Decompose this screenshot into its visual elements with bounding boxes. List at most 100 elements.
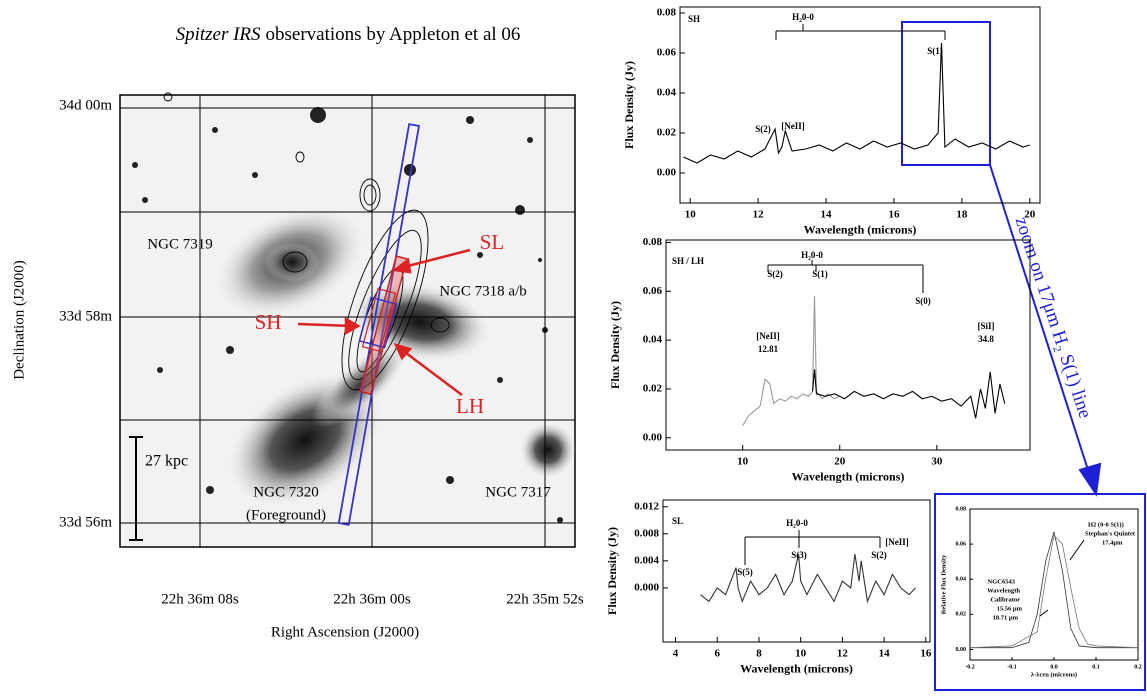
x-axis-label: Wavelength (microns) xyxy=(740,661,853,675)
annotation: Calibrator xyxy=(990,596,1020,603)
y-tick-label: 33d 58m xyxy=(59,308,112,324)
annotation: Wavelength xyxy=(987,587,1020,594)
title-rest: observations by Appleton et al 06 xyxy=(266,24,521,45)
y-tick-label: 0.08 xyxy=(956,506,967,512)
x-tick-label: 14 xyxy=(821,209,833,221)
y-tick-label: 0.06 xyxy=(643,285,663,297)
y-tick-label: 0.02 xyxy=(657,127,677,139)
plot-frame xyxy=(679,6,1041,204)
y-tick-label: 0.02 xyxy=(643,382,663,394)
x-tick-label: 6 xyxy=(714,648,720,660)
x-tick-label: 0.0 xyxy=(1050,664,1058,670)
bracket xyxy=(1069,539,1085,561)
slit-label: SL xyxy=(480,230,505,254)
x-tick-label: 10 xyxy=(685,209,697,221)
slit-label: SH xyxy=(255,310,282,334)
y-tick-label: 0.08 xyxy=(643,236,663,248)
annotation: [NeII] xyxy=(756,331,780,341)
scale-label: 27 kpc xyxy=(145,453,188,470)
annotation: S(2) xyxy=(767,269,783,279)
galaxy-label: NGC 7320 xyxy=(253,484,318,500)
annotation: SL xyxy=(672,516,683,526)
x-axis-label: Wavelength (microns) xyxy=(792,469,905,483)
annotation: SH xyxy=(688,14,700,24)
y-tick-label: 33d 56m xyxy=(59,514,112,530)
annotation: Stephan's Quintet xyxy=(1085,530,1136,537)
x-tick-label: 16 xyxy=(888,209,900,221)
y-axis-label: Flux Density (Jy) xyxy=(605,527,619,615)
annotation: 15.56 μm xyxy=(997,605,1023,612)
spectrum-line xyxy=(683,42,1030,164)
annotation: S(0) xyxy=(915,296,931,306)
x-tick-label: 0.1 xyxy=(1092,664,1100,670)
annotation: [NeII] xyxy=(781,121,805,131)
annotation: S(1) xyxy=(812,269,828,279)
x-tick-label: 10 xyxy=(795,648,807,660)
y-axis-label: Flux Density (Jy) xyxy=(622,61,636,149)
annotation: 34.8 xyxy=(978,334,994,344)
galaxy-label: NGC 7318 a/b xyxy=(439,283,527,299)
y-axis-label: Flux Density (Jy) xyxy=(608,301,622,389)
annotation: S(2) xyxy=(755,124,771,134)
x-tick-label: 14 xyxy=(879,648,891,660)
y-tick-label: 0.04 xyxy=(956,577,967,583)
galaxy-label: NGC 7319 xyxy=(147,236,212,252)
y-tick-label: 0.04 xyxy=(643,334,663,346)
annotation: NGC6543 xyxy=(988,578,1016,585)
y-axis-label: Relative Flux Density xyxy=(940,554,947,614)
spectrum-line xyxy=(742,296,840,426)
x-tick-label: 16 xyxy=(920,648,932,660)
galaxy-label: NGC 7317 xyxy=(485,484,551,500)
x-tick-label: 30 xyxy=(931,456,943,468)
plot-frame xyxy=(665,239,1031,451)
zoom-indicator xyxy=(901,21,1146,691)
annotation: [NeII] xyxy=(885,537,909,547)
annotation: S(3) xyxy=(791,550,807,560)
annotation: S(5) xyxy=(737,567,753,577)
spectrum-line xyxy=(970,531,1138,649)
y-tick-label: 0.00 xyxy=(956,647,967,653)
annotation: H2 (0-0 S(1)) xyxy=(1088,521,1124,528)
spectrum-line xyxy=(812,369,1006,419)
y-tick-label: 0.04 xyxy=(657,87,677,99)
y-tick-label: 34d 00m xyxy=(59,97,112,113)
y-tick-label: 0.008 xyxy=(634,527,659,539)
x-tick-label: 20 xyxy=(1024,209,1036,221)
y-tick-label: 0.02 xyxy=(956,612,967,618)
x-tick-label: 22h 36m 08s xyxy=(161,591,239,607)
spectrum-line xyxy=(700,553,916,604)
annotation: S(1) xyxy=(927,46,943,56)
x-tick-label: 22h 35m 52s xyxy=(506,591,584,607)
x-axis-label: λ-λcen (microns) xyxy=(1031,671,1077,678)
x-tick-label: -0.2 xyxy=(965,664,975,670)
x-tick-label: -0.1 xyxy=(1007,664,1017,670)
x-tick-label: 4 xyxy=(673,648,679,660)
annotation: H₂0-0 xyxy=(792,12,814,22)
x-axis-label: Right Ascension (J2000) xyxy=(271,624,419,640)
y-tick-label: 0.08 xyxy=(657,7,677,19)
plot-frame xyxy=(662,499,931,643)
annotation: S(2) xyxy=(871,550,887,560)
x-tick-label: 12 xyxy=(753,209,765,221)
y-tick-label: 0.06 xyxy=(956,541,967,547)
x-tick-label: 18 xyxy=(956,209,968,221)
y-tick-label: 0.00 xyxy=(643,431,663,443)
x-tick-label: 8 xyxy=(756,648,762,660)
y-tick-label: 0.00 xyxy=(657,167,677,179)
y-axis-label: Declination (J2000) xyxy=(11,260,27,380)
sky-image xyxy=(119,92,576,548)
annotation: SH / LH xyxy=(672,256,704,266)
annotation: H₂0-0 xyxy=(786,518,808,528)
spectrum-line xyxy=(969,534,1139,649)
annotation: [SiI] xyxy=(977,321,994,331)
y-tick-label: 0.004 xyxy=(634,554,659,566)
zoom-label: zoom on 17μm H₂ S(1) line xyxy=(1011,214,1096,421)
annotation: 18.71 μm xyxy=(993,614,1019,621)
annotation: 12.81 xyxy=(758,344,779,354)
x-tick-label: 12 xyxy=(837,648,849,660)
x-tick-label: 0.2 xyxy=(1134,664,1142,670)
x-tick-label: 20 xyxy=(834,456,846,468)
slit-label: LH xyxy=(456,394,484,418)
